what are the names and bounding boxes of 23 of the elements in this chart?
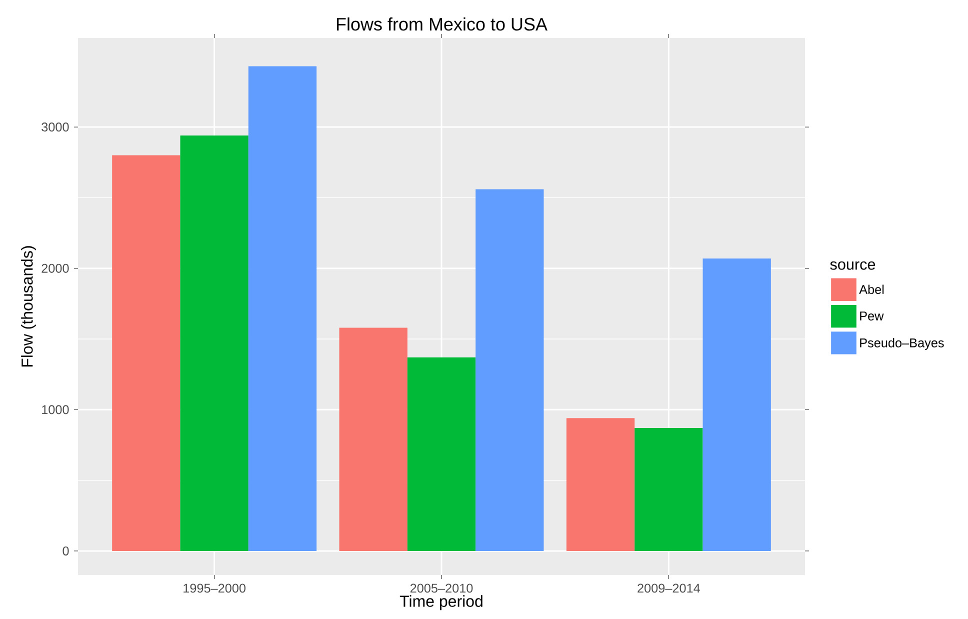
x-tick-label: 1995–2000 [184,584,246,593]
bar [634,428,703,551]
bar [702,258,771,551]
bar [566,418,635,551]
x-tick-label: 2005–2010 [410,584,473,593]
x-tick-label: 2009–2014 [638,584,700,593]
legend-label: Abel [859,284,884,294]
bar [476,189,544,551]
legend-label: Pseudo–Bayes [860,338,944,350]
y-tick-label: 3000 [42,122,69,132]
bar [339,328,408,551]
legend-label: Pew [860,312,884,320]
bar [248,66,317,551]
bar [407,357,476,551]
y-tick-label: 1000 [42,405,69,414]
y-axis-title: Flow (thousands) [21,246,36,367]
y-tick-label: 0 [62,546,69,556]
chart-title: Flows from Mexico to USA [336,17,548,31]
y-tick-label: 2000 [42,264,69,273]
bar [112,155,180,551]
x-axis-title: Time period [400,595,482,610]
legend-title: source [830,261,876,270]
bar [180,136,248,551]
